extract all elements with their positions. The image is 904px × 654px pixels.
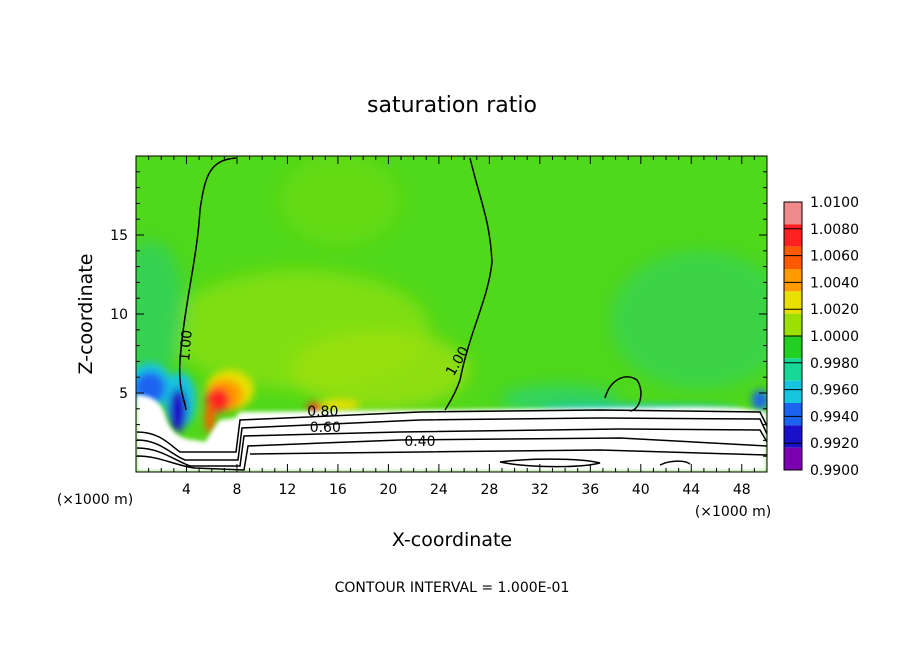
x-tick-label: 4 [182, 482, 191, 498]
colorbar-label: 1.0100 [810, 195, 859, 211]
x-tick-label: 8 [232, 482, 241, 498]
contour-lines [136, 157, 767, 471]
x-tick-label: 16 [329, 482, 347, 498]
contour-label: 0.80 [307, 404, 338, 420]
colorbar-segment [784, 380, 802, 403]
colorbar-segment [784, 224, 802, 247]
x-tick-label: 20 [379, 482, 397, 498]
x-tick-label: 12 [279, 482, 297, 498]
y-tick-label: 10 [110, 307, 128, 323]
y-axis-label: Z-coordinate [75, 254, 97, 375]
contour-label: 1.00 [177, 329, 196, 361]
x-tick-label: 32 [531, 482, 549, 498]
colorbar-segment [784, 313, 802, 336]
contour-labels: 1.00 1.000.800.600.40 [177, 329, 472, 450]
x-unit-right: (×1000 m) [695, 504, 771, 520]
contour-label: 0.40 [404, 434, 435, 450]
colorbar-label: 1.0040 [810, 275, 859, 291]
colorbar: 1.0100 1.0080 1.0060 1.0040 1.0020 1.0000 0.99… [783, 195, 859, 479]
x-tick-label: 24 [430, 482, 448, 498]
y-tick-label: 5 [119, 386, 128, 402]
colorbar-label: 1.0060 [810, 249, 859, 265]
colorbar-label: 1.0000 [810, 329, 859, 345]
colorbar-segment [784, 246, 802, 269]
chart-title: saturation ratio [367, 93, 537, 118]
colorbar-segment [784, 425, 802, 448]
colorbar-segment [784, 336, 802, 359]
field-smooth-zones [136, 156, 767, 415]
colorbar-label: 0.9960 [810, 383, 859, 399]
field-sharp-zones [136, 363, 767, 434]
contour-interval-note: CONTOUR INTERVAL = 1.000E-01 [335, 580, 570, 596]
contour-label: 0.60 [310, 420, 341, 436]
colorbar-segment [784, 447, 802, 470]
colorbar-label: 0.9900 [810, 463, 859, 479]
colorbar-segment [784, 358, 802, 381]
colorbar-label: 0.9980 [810, 356, 859, 372]
colorbar-label: 0.9920 [810, 436, 859, 452]
colorbar-segment [784, 202, 802, 225]
colorbar-label: 1.0080 [810, 222, 859, 238]
x-tick-label: 48 [733, 482, 751, 498]
x-tick-label: 40 [632, 482, 650, 498]
x-tick-label: 36 [581, 482, 599, 498]
colorbar-segment [784, 403, 802, 426]
colorbar-segment [784, 291, 802, 314]
colorbar-label: 0.9940 [810, 409, 859, 425]
x-tick-label: 44 [682, 482, 700, 498]
x-unit-left: (×1000 m) [57, 492, 133, 508]
y-axis: 5 10 15 [110, 171, 767, 457]
heatmap-field: 1.00 1.000.800.600.40 [136, 156, 767, 472]
colorbar-label: 1.0020 [810, 302, 859, 318]
y-tick-label: 15 [110, 228, 128, 244]
colorbar-segment [784, 269, 802, 292]
x-axis: 4 8 12 16 20 24 28 32 36 40 44 48 [148, 156, 755, 498]
x-axis-label: X-coordinate [392, 529, 512, 551]
x-tick-label: 28 [480, 482, 498, 498]
